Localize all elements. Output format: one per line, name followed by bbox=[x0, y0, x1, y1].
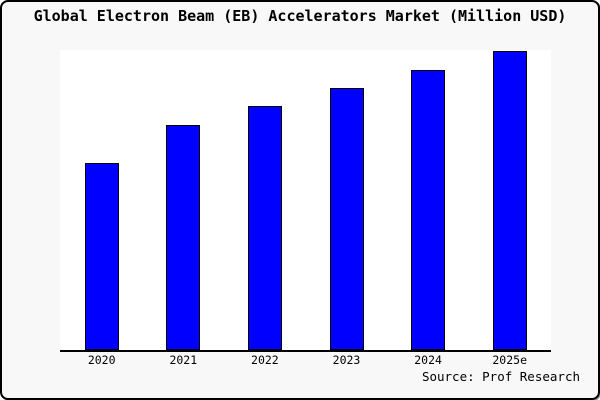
bar-2022 bbox=[247, 106, 282, 350]
x-tick-label-2022: 2022 bbox=[251, 353, 279, 367]
x-tick-label-2023: 2023 bbox=[332, 353, 361, 367]
plot-area bbox=[60, 50, 551, 352]
bar-2021 bbox=[166, 125, 201, 350]
bar-2024 bbox=[411, 69, 446, 350]
bar-2025e bbox=[492, 51, 527, 350]
chart-title: Global Electron Beam (EB) Accelerators M… bbox=[33, 7, 567, 25]
bar-2023 bbox=[329, 88, 364, 350]
source-caption: Source: Prof Research bbox=[421, 369, 580, 384]
x-tick-label-2024: 2024 bbox=[414, 353, 442, 367]
x-tick-label-2021: 2021 bbox=[169, 353, 198, 367]
x-tick-label-2025e: 2025e bbox=[492, 353, 527, 367]
x-tick-label-2020: 2020 bbox=[87, 353, 116, 367]
bar-2020 bbox=[84, 162, 119, 350]
